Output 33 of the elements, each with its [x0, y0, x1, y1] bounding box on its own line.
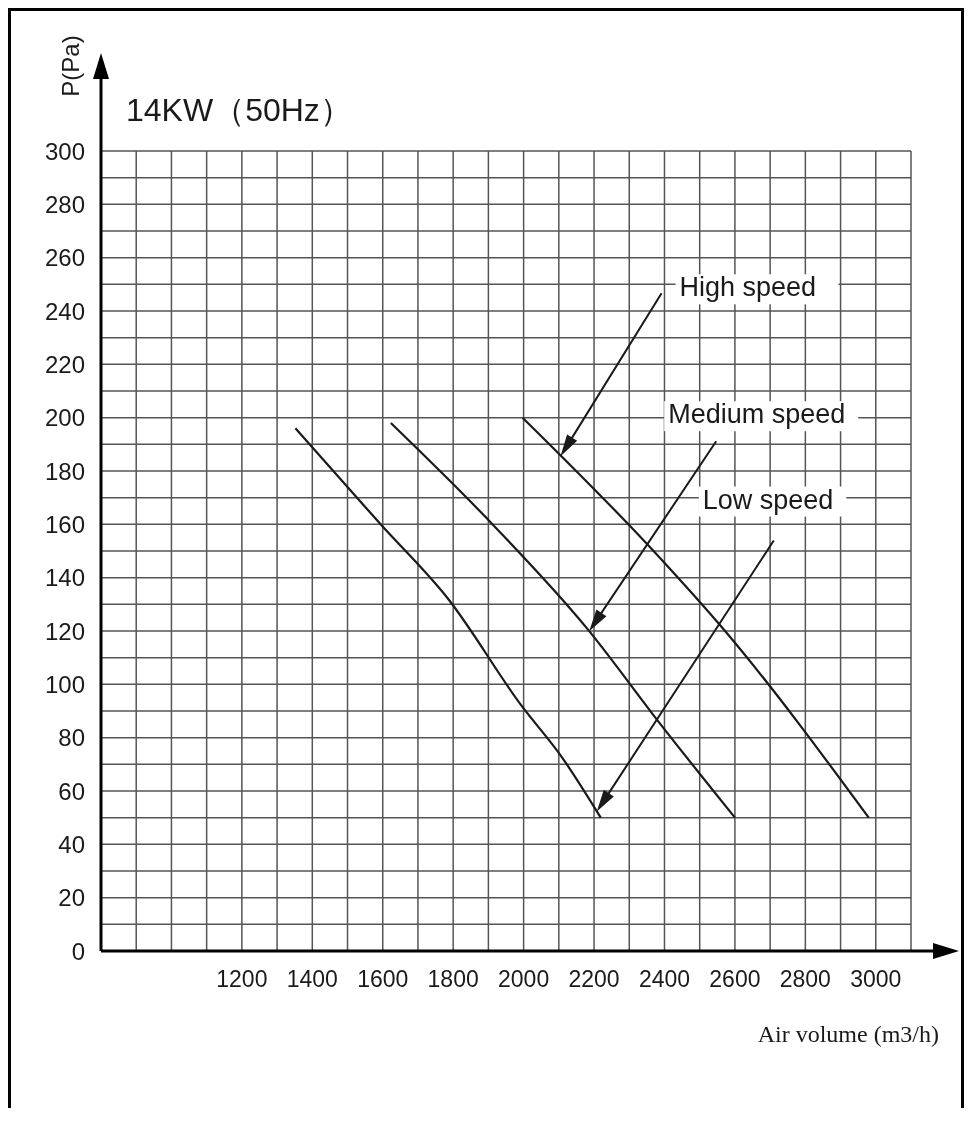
x-tick-label: 3000 [850, 966, 902, 993]
y-tick-label: 160 [44, 510, 85, 538]
x-tick-label: 2400 [638, 966, 691, 993]
x-tick-label: 2800 [779, 966, 831, 993]
y-tick-label: 120 [44, 617, 85, 645]
x-axis-title: Air volume (m3/h) [757, 1021, 939, 1048]
x-tick-label: 1600 [357, 966, 409, 993]
line-series [294, 427, 602, 819]
x-tick-label: 2600 [709, 966, 761, 993]
x-tick-label: 1800 [427, 966, 479, 993]
annotation: Medium speed [668, 399, 846, 430]
y-axis-title: P(Pa) [57, 35, 85, 97]
y-tick-label: 180 [44, 457, 85, 485]
y-tick-label: 60 [58, 777, 85, 805]
y-tick-label: 100 [44, 670, 85, 698]
x-tick-label: 1200 [216, 966, 268, 993]
y-tick-label: 20 [58, 884, 85, 912]
chart-title: 14KW（50Hz） [126, 91, 352, 130]
y-tick-label: 260 [44, 244, 85, 272]
x-tick-label: 2000 [498, 966, 550, 993]
y-tick-label: 80 [58, 724, 85, 752]
y-tick-label: 0 [71, 937, 85, 965]
y-tick-label: 140 [44, 564, 85, 592]
annotation: Low speed [702, 484, 834, 515]
annotation: High speed [679, 272, 817, 303]
y-tick-label: 220 [44, 350, 85, 378]
y-tick-label: 200 [44, 404, 85, 432]
y-tick-label: 240 [44, 297, 85, 325]
y-tick-label: 300 [44, 137, 85, 165]
y-tick-label: 280 [44, 190, 85, 218]
x-tick-label: 1400 [286, 966, 338, 993]
y-tick-label: 40 [58, 830, 85, 858]
x-tick-label: 2200 [568, 966, 620, 993]
